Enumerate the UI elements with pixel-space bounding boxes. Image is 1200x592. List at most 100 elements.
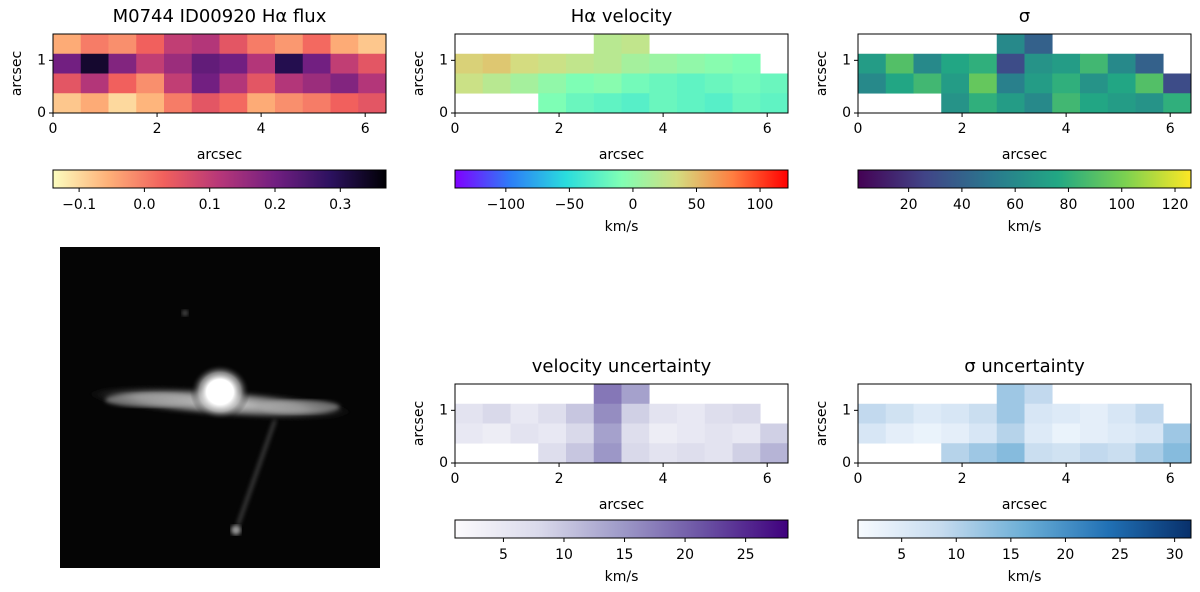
x-tick-label: 6 xyxy=(361,121,370,137)
map-cell xyxy=(53,93,82,114)
colorbar-tick-label: 15 xyxy=(1002,547,1020,563)
map-cell xyxy=(621,93,650,114)
colorbar-tick-label: 5 xyxy=(499,547,508,563)
colorbar-tick-label: 20 xyxy=(900,197,918,213)
map-cell xyxy=(1080,73,1109,94)
x-tick-label: 4 xyxy=(1062,471,1071,487)
colorbar-label: km/s xyxy=(605,569,639,585)
map-cell xyxy=(1052,443,1081,464)
map-cell xyxy=(1080,443,1109,464)
map-cell xyxy=(1163,93,1192,114)
x-tick-label: 0 xyxy=(854,471,863,487)
map-cell xyxy=(358,93,387,114)
map-cell xyxy=(219,73,248,94)
map-cell xyxy=(760,443,789,464)
map-cell xyxy=(649,93,678,114)
map-cell xyxy=(330,34,359,55)
y-tick-label: 1 xyxy=(439,52,448,68)
map-cell xyxy=(913,423,942,444)
map-cell xyxy=(330,93,359,114)
map-cell xyxy=(941,93,970,114)
map-cell xyxy=(593,403,622,424)
map-cell xyxy=(732,403,761,424)
map-cell xyxy=(621,73,650,94)
map-cell xyxy=(704,423,733,444)
map-cell xyxy=(677,53,706,74)
colorbar-label: km/s xyxy=(1008,569,1042,585)
panel-title: σ uncertainty xyxy=(964,356,1085,377)
map-cell xyxy=(53,34,82,55)
map-cell xyxy=(330,53,359,74)
map-cell xyxy=(677,443,706,464)
map-cell xyxy=(482,423,511,444)
colorbar-label: km/s xyxy=(1008,219,1042,235)
map-cell xyxy=(566,53,595,74)
colorbar-tick-label: 40 xyxy=(953,197,971,213)
map-cell xyxy=(996,93,1025,114)
colorbar-tick-label: 20 xyxy=(1057,547,1075,563)
colorbar-tick-label: 60 xyxy=(1006,197,1024,213)
colorbar-tick-label: 30 xyxy=(1166,547,1184,563)
map-cell xyxy=(566,403,595,424)
map-cell xyxy=(1135,423,1164,444)
colorbar-tick-label: 5 xyxy=(897,547,906,563)
colorbar-tick-label: 25 xyxy=(737,547,755,563)
map-cell xyxy=(677,93,706,114)
map-cell xyxy=(858,423,887,444)
colorbar-tick-label: 0.1 xyxy=(199,197,221,213)
map-cell xyxy=(941,443,970,464)
x-tick-label: 4 xyxy=(1062,121,1071,137)
map-cell xyxy=(913,403,942,424)
map-cell xyxy=(302,34,331,55)
y-tick-label: 0 xyxy=(37,105,46,121)
map-cell xyxy=(191,93,220,114)
colorbar-tick-label: 0 xyxy=(628,197,637,213)
map-cell xyxy=(593,423,622,444)
x-tick-label: 2 xyxy=(555,121,564,137)
map-cell xyxy=(649,73,678,94)
map-cell xyxy=(1024,93,1053,114)
map-cell xyxy=(275,34,304,55)
map-cell xyxy=(649,403,678,424)
x-tick-label: 2 xyxy=(958,471,967,487)
map-cell xyxy=(1107,403,1136,424)
map-cell xyxy=(885,53,914,74)
map-cell xyxy=(1163,73,1192,94)
map-cell xyxy=(996,423,1025,444)
map-cell xyxy=(538,423,567,444)
y-tick-label: 0 xyxy=(439,105,448,121)
map-cell xyxy=(732,93,761,114)
y-tick-label: 0 xyxy=(842,455,851,471)
map-cell xyxy=(996,403,1025,424)
map-cell xyxy=(593,384,622,405)
map-cell xyxy=(1052,53,1081,74)
map-cell xyxy=(593,93,622,114)
colorbar xyxy=(857,519,1192,539)
colorbar-tick-label: 50 xyxy=(688,197,706,213)
map-cell xyxy=(1024,73,1053,94)
map-cell xyxy=(969,93,998,114)
map-cell xyxy=(941,73,970,94)
x-tick-label: 4 xyxy=(257,121,266,137)
map-cell xyxy=(275,53,304,74)
map-cell xyxy=(219,34,248,55)
map-cell xyxy=(704,403,733,424)
colorbar xyxy=(857,169,1192,189)
map-cell xyxy=(704,73,733,94)
map-cell xyxy=(1107,73,1136,94)
map-cell xyxy=(455,423,484,444)
map-cell xyxy=(704,53,733,74)
map-cell xyxy=(80,53,109,74)
map-cell xyxy=(704,93,733,114)
y-tick-label: 0 xyxy=(842,105,851,121)
map-cell xyxy=(858,403,887,424)
map-cell xyxy=(621,384,650,405)
map-cell xyxy=(996,73,1025,94)
map-cell xyxy=(732,73,761,94)
map-cell xyxy=(732,53,761,74)
map-cell xyxy=(538,73,567,94)
galaxy-image xyxy=(60,247,380,568)
map-cell xyxy=(566,73,595,94)
map-cell xyxy=(538,93,567,114)
y-axis-label: arcsec xyxy=(814,51,830,96)
